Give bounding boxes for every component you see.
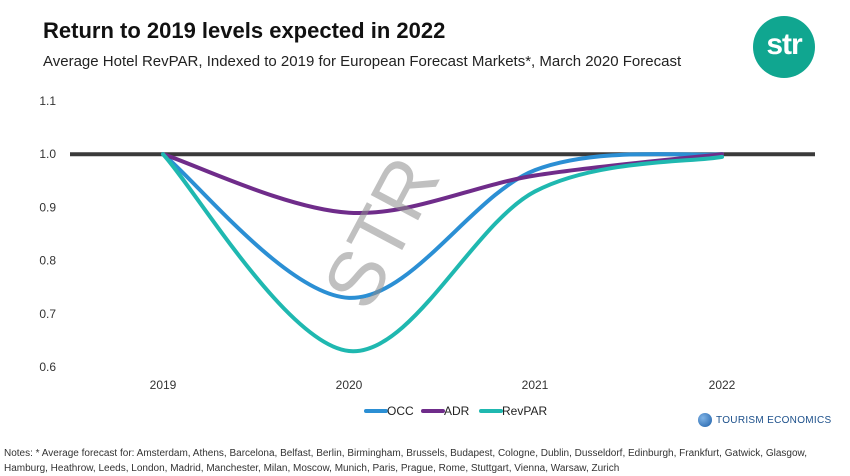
y-tick-label: 1.1 — [39, 94, 56, 108]
legend-label-occ: OCC — [387, 404, 414, 418]
y-tick-label: 0.8 — [39, 254, 56, 268]
x-tick-label: 2021 — [522, 378, 549, 392]
series-line-occ — [161, 152, 724, 300]
str-logo: str — [753, 16, 815, 78]
series-line-revpar — [161, 152, 724, 354]
y-tick-label: 1.0 — [39, 147, 56, 161]
x-axis-ticks: 2019 2020 2021 2022 — [150, 378, 736, 392]
tourism-economics-logo: TOURISM ECONOMICS — [698, 413, 831, 427]
series-lines — [161, 152, 724, 354]
globe-icon — [698, 413, 712, 427]
notes: Notes: * Average forecast for: Amsterdam… — [4, 448, 807, 474]
str-logo-text: str — [766, 28, 802, 61]
chart-title: Return to 2019 levels expected in 2022 — [43, 18, 446, 43]
y-tick-label: 0.7 — [39, 307, 56, 321]
y-tick-label: 0.6 — [39, 360, 56, 374]
legend-label-adr: ADR — [444, 404, 470, 418]
chart-subtitle: Average Hotel RevPAR, Indexed to 2019 fo… — [43, 53, 682, 70]
x-tick-label: 2020 — [336, 378, 363, 392]
y-tick-label: 0.9 — [39, 200, 56, 214]
x-tick-label: 2022 — [709, 378, 736, 392]
legend-label-revpar: RevPAR — [502, 404, 547, 418]
x-tick-label: 2019 — [150, 378, 177, 392]
y-axis-ticks: 1.1 1.0 0.9 0.8 0.7 0.6 — [39, 94, 56, 374]
tourism-economics-text: TOURISM ECONOMICS — [716, 414, 832, 426]
legend: OCC ADR RevPAR — [364, 404, 547, 418]
